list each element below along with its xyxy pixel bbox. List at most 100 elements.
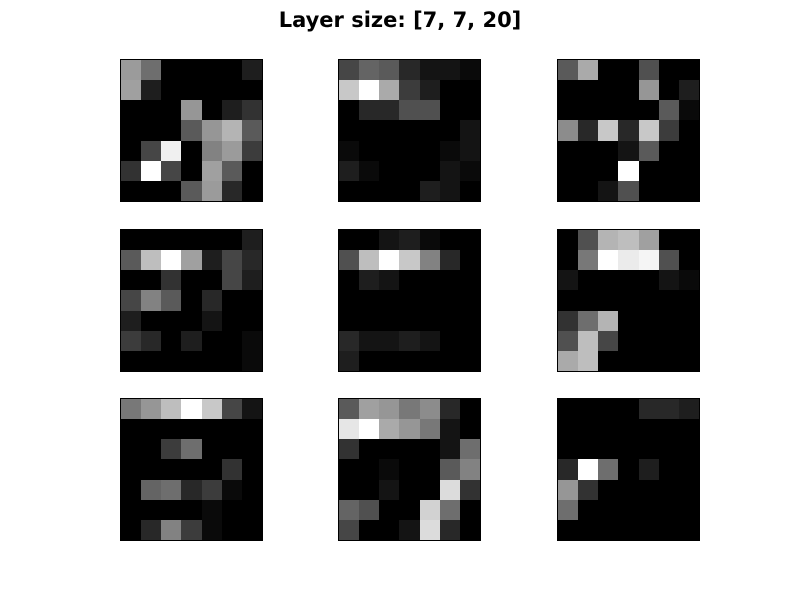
heatmap-cell xyxy=(359,250,380,271)
heatmap-cell xyxy=(678,499,699,520)
heatmap-cell xyxy=(399,399,420,420)
heatmap-cell xyxy=(419,60,440,81)
heatmap-cell xyxy=(459,290,480,311)
heatmap-cell xyxy=(598,330,619,351)
heatmap-cell xyxy=(141,519,162,540)
heatmap-cell xyxy=(121,350,142,371)
heatmap-cell xyxy=(578,180,599,201)
heatmap-cell xyxy=(359,100,380,121)
heatmap-cell xyxy=(439,290,460,311)
heatmap-cell xyxy=(121,120,142,141)
heatmap-cell xyxy=(598,350,619,371)
heatmap-cell xyxy=(379,499,400,520)
heatmap-cell xyxy=(141,499,162,520)
heatmap-cell xyxy=(439,180,460,201)
feature-map-panel-6 xyxy=(557,229,700,372)
heatmap-cell xyxy=(638,479,659,500)
heatmap-cell xyxy=(241,100,262,121)
heatmap-cell xyxy=(161,60,182,81)
heatmap-cell xyxy=(439,270,460,291)
heatmap-cell xyxy=(141,270,162,291)
heatmap-cell xyxy=(181,310,202,331)
heatmap-cell xyxy=(221,399,242,420)
feature-map-panel-1 xyxy=(120,59,263,202)
heatmap-cell xyxy=(379,399,400,420)
heatmap-cell xyxy=(121,439,142,460)
heatmap-cell xyxy=(598,499,619,520)
heatmap-cell xyxy=(419,419,440,440)
heatmap-cell xyxy=(181,499,202,520)
heatmap-cell xyxy=(658,399,679,420)
heatmap-cell xyxy=(241,80,262,101)
heatmap-cell xyxy=(241,459,262,480)
heatmap-cell xyxy=(439,160,460,181)
heatmap-cell xyxy=(578,290,599,311)
heatmap-cell xyxy=(359,519,380,540)
heatmap-cell xyxy=(558,499,579,520)
heatmap-cell xyxy=(399,439,420,460)
heatmap-cell xyxy=(459,230,480,251)
heatmap-cell xyxy=(181,140,202,161)
heatmap-cell xyxy=(399,479,420,500)
heatmap-cell xyxy=(161,519,182,540)
heatmap-cell xyxy=(181,180,202,201)
heatmap-cell xyxy=(598,60,619,81)
heatmap-cell xyxy=(459,120,480,141)
heatmap-cell xyxy=(161,459,182,480)
heatmap-cell xyxy=(201,519,222,540)
heatmap-cell xyxy=(241,230,262,251)
heatmap-cell xyxy=(459,499,480,520)
heatmap-cell xyxy=(181,120,202,141)
heatmap-cell xyxy=(399,80,420,101)
heatmap-cell xyxy=(121,160,142,181)
heatmap-cell xyxy=(121,230,142,251)
heatmap-cell xyxy=(419,399,440,420)
heatmap-cell xyxy=(221,310,242,331)
heatmap-cell xyxy=(638,180,659,201)
heatmap-cell xyxy=(658,230,679,251)
heatmap-cell xyxy=(618,270,639,291)
heatmap-cell xyxy=(201,250,222,271)
heatmap-cell xyxy=(558,180,579,201)
heatmap-cell xyxy=(578,479,599,500)
heatmap-cell xyxy=(598,140,619,161)
heatmap-cell xyxy=(221,80,242,101)
heatmap-cell xyxy=(161,230,182,251)
heatmap-cell xyxy=(221,419,242,440)
heatmap-cell xyxy=(339,100,360,121)
heatmap-cell xyxy=(241,120,262,141)
heatmap-cell xyxy=(598,439,619,460)
heatmap-cell xyxy=(121,80,142,101)
heatmap-cell xyxy=(221,290,242,311)
heatmap-cell xyxy=(379,230,400,251)
heatmap-cell xyxy=(618,60,639,81)
heatmap-cell xyxy=(419,519,440,540)
heatmap-cell xyxy=(638,160,659,181)
heatmap-cell xyxy=(439,350,460,371)
heatmap-cell xyxy=(121,180,142,201)
heatmap-cell xyxy=(141,250,162,271)
heatmap-cell xyxy=(359,330,380,351)
heatmap-cell xyxy=(399,160,420,181)
heatmap-cell xyxy=(419,459,440,480)
heatmap-cell xyxy=(558,80,579,101)
heatmap-cell xyxy=(678,180,699,201)
heatmap-cell xyxy=(459,270,480,291)
heatmap-cell xyxy=(359,80,380,101)
heatmap-cell xyxy=(241,419,262,440)
heatmap-cell xyxy=(658,140,679,161)
heatmap-cell xyxy=(339,330,360,351)
feature-map-panel-4 xyxy=(120,229,263,372)
heatmap-cell xyxy=(399,140,420,161)
heatmap-cell xyxy=(379,160,400,181)
heatmap-cell xyxy=(241,250,262,271)
heatmap-cell xyxy=(379,479,400,500)
heatmap-cell xyxy=(141,310,162,331)
heatmap-cell xyxy=(121,100,142,121)
heatmap-cell xyxy=(618,80,639,101)
heatmap-cell xyxy=(201,459,222,480)
heatmap-cell xyxy=(379,250,400,271)
heatmap-cell xyxy=(678,270,699,291)
heatmap-cell xyxy=(221,479,242,500)
heatmap-cell xyxy=(678,479,699,500)
